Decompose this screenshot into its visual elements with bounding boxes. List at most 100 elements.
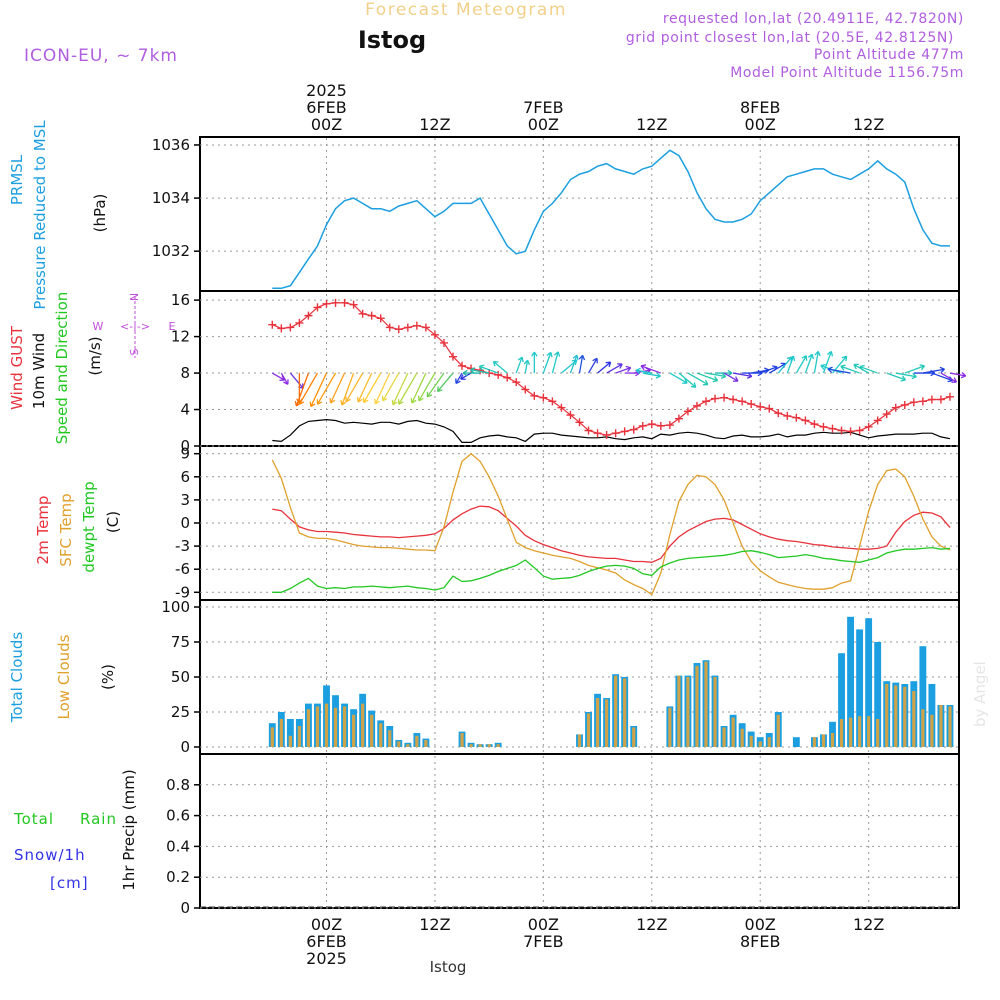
y-tick-label: 9 [180,445,190,463]
time-label-bottom: 12Z [853,915,884,934]
low-cloud-bar [342,706,347,747]
low-cloud-bar [767,737,771,747]
y-tick-label: 0.6 [166,807,190,825]
low-cloud-bar [370,714,374,747]
label-snow: Snow/1h [14,846,86,864]
wind-arrow [418,372,436,402]
time-label-top: 6FEB [306,98,346,117]
gust-marker [945,392,954,401]
y-tick-label: 4 [180,401,190,419]
wind-arrow [397,372,418,405]
gust-marker [873,416,882,425]
wind-arrow [705,372,727,380]
gust-marker [891,403,900,412]
wind-arrow [597,361,612,374]
gust-marker [665,421,674,430]
time-label-bottom: 12Z [419,915,450,934]
time-label-bottom: 12Z [636,915,667,934]
gust-marker [295,318,304,327]
wind-arrow [381,372,400,402]
gust-marker [412,321,421,330]
wind-arrow [723,372,739,382]
low-cloud-bar [288,735,292,747]
wind-arrow [362,372,382,404]
gust-marker [584,426,593,435]
gust-marker [394,325,403,334]
wind-arrow [687,372,709,386]
wind-arrow [515,356,524,374]
low-cloud-bar [586,713,591,747]
y-tick-label: 0 [180,738,190,756]
total-cloud-bar [856,629,864,747]
low-cloud-bar [848,717,853,747]
watermark: by Angel [971,661,989,727]
low-cloud-bar [921,709,925,747]
wind-arrow [886,372,907,382]
gust-marker [792,413,801,422]
low-cloud-bar [740,728,744,747]
gust-marker [765,404,774,413]
wind-arrow [391,372,409,406]
low-cloud-bar [704,661,708,747]
wind-arrow [462,369,481,377]
model-label: ICON-EU, ~ 7km [24,46,178,66]
wind-arrow [436,372,454,393]
gust-marker [620,427,629,436]
gust-marker [376,314,385,323]
t2m-line [272,505,951,563]
wind-arrow [642,372,661,379]
dewpt-line [272,546,951,593]
low-cloud-bar [776,714,780,747]
total-cloud-bar [838,653,845,747]
low-cloud-bar [279,719,283,747]
gust-marker [819,422,828,431]
gust-marker [810,420,819,429]
gust-marker [918,397,927,406]
time-label-top: 12Z [419,115,450,134]
label-sfc-temp: SFC Temp [57,493,75,566]
y-tick-label: 12 [171,328,190,346]
label-cm: [cm] [50,874,89,892]
low-cloud-bar [460,733,464,747]
label-2m-temp: 2m Temp [34,496,52,565]
gust-marker [340,298,349,307]
low-cloud-bar [830,733,835,747]
wind-arrow [840,364,860,374]
info-line-4: Model Point Altitude 1156.75m [730,65,964,81]
wind-arrow [410,372,427,404]
low-cloud-bar [297,726,302,747]
wind-arrow [615,365,632,374]
wind-arrow [345,372,364,403]
low-cloud-bar [306,709,311,747]
gust-marker [575,418,584,427]
low-cloud-bar [885,684,889,747]
total-cloud-bar [874,642,882,747]
time-label-top: 12Z [636,115,667,134]
low-cloud-bar [604,699,609,747]
wind-arrow [786,355,796,374]
gust-marker [837,426,846,435]
label-total: Total [13,810,54,828]
total-cloud-bar [865,618,873,747]
gust-marker [277,324,286,333]
time-label-top: 00Z [528,115,559,134]
y-tick-label: 0 [180,514,190,532]
wind-arrow [669,372,688,384]
wind-arrow [822,350,834,374]
compass-e: E [169,320,176,333]
wind-arrow [460,372,472,380]
gust-marker [304,311,313,320]
time-label-top: 00Z [745,115,776,134]
low-cloud-bar [623,678,627,747]
total-cloud-bar [847,616,855,747]
low-cloud-bar [614,675,618,747]
panel-layer [200,149,967,908]
y-tick-label: 25 [171,703,190,721]
low-cloud-bar [903,686,907,747]
gust-marker [566,411,575,419]
gust-marker [828,424,837,433]
wind-arrow [922,366,945,374]
time-label-bottom: 00Z [311,915,342,934]
label-ms: (m/s) [86,336,104,375]
